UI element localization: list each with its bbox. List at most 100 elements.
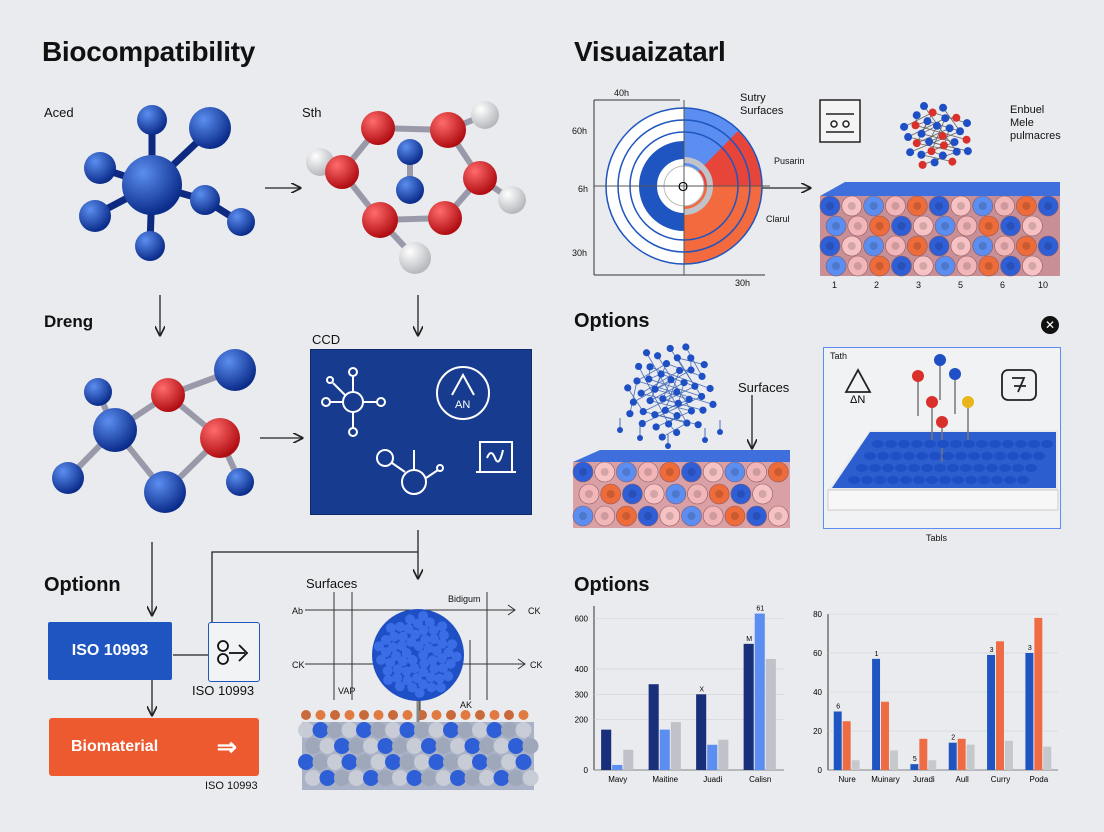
atom <box>941 114 950 123</box>
surfaces-label-ck-right: CK <box>530 660 543 670</box>
atom <box>646 363 654 371</box>
cell-dot <box>643 483 665 505</box>
bead <box>464 738 481 754</box>
bead <box>421 738 437 754</box>
link-icon-button[interactable] <box>208 622 260 682</box>
bead <box>341 722 358 738</box>
cell-dot <box>594 505 616 527</box>
sphere-bead <box>420 634 431 645</box>
surface-bump <box>955 452 967 460</box>
particle <box>431 710 442 720</box>
surface-bump <box>965 476 977 484</box>
bead <box>472 722 488 738</box>
bead <box>508 770 524 786</box>
particle <box>315 710 326 720</box>
sphere-bead <box>437 653 448 664</box>
atom <box>646 397 654 405</box>
bead <box>414 754 430 770</box>
biomaterial-button[interactable]: Biomaterial ⇒ <box>49 718 259 776</box>
surface-bump <box>950 440 962 448</box>
atom <box>700 361 708 369</box>
atom <box>673 428 681 437</box>
bond <box>916 142 957 153</box>
bead <box>522 770 539 786</box>
bead <box>486 754 503 770</box>
atom <box>637 435 643 441</box>
atom <box>675 366 684 375</box>
cell-dot <box>687 483 708 505</box>
cell-nucleus <box>774 512 783 520</box>
cell-nucleus <box>1044 242 1053 250</box>
sphere-bead <box>387 642 398 653</box>
pin-head <box>949 368 961 380</box>
bond <box>646 352 688 424</box>
atom <box>963 119 972 128</box>
cell-nucleus <box>984 222 993 230</box>
surface-bump <box>1041 440 1053 448</box>
surface-bump <box>939 476 951 484</box>
cell-nucleus <box>869 242 878 250</box>
bead <box>486 722 503 738</box>
sphere-bead <box>443 671 454 682</box>
surface-bump <box>989 440 1001 448</box>
pin-head <box>926 396 938 408</box>
surface-bump <box>1002 440 1014 448</box>
sphere-bead <box>383 675 394 686</box>
bead <box>457 722 474 738</box>
radial-top-label: 40h <box>614 88 630 98</box>
cell-dot <box>681 461 702 483</box>
surface-bump <box>968 452 980 460</box>
pin-head <box>934 354 946 366</box>
cell-nucleus <box>978 202 987 210</box>
surface-bump <box>869 464 881 472</box>
cell-dot <box>912 215 934 237</box>
bond <box>931 118 946 152</box>
cell-nucleus <box>847 242 856 250</box>
bar-label: X <box>699 686 704 693</box>
bead <box>414 722 430 738</box>
atom <box>652 423 660 431</box>
cell-nucleus <box>752 468 761 476</box>
cell-nucleus <box>1022 242 1031 250</box>
atom <box>717 429 723 435</box>
sphere-bead <box>426 682 437 693</box>
atom <box>925 137 934 146</box>
iso-10993-button[interactable]: ISO 10993 <box>48 622 172 680</box>
bar <box>948 742 957 770</box>
surface-bump <box>885 440 897 448</box>
bead <box>515 722 532 738</box>
y-tick-label: 400 <box>575 665 589 674</box>
atom <box>900 122 909 131</box>
surface-bump <box>900 476 912 484</box>
particle <box>373 710 384 720</box>
bead <box>522 738 539 754</box>
membrane-labels: Enbuel Mele pulmacres <box>1010 104 1061 143</box>
surfaces-label-ak: AK <box>460 700 473 710</box>
cell-nucleus <box>935 202 944 210</box>
sphere-bead <box>438 663 449 674</box>
close-icon[interactable]: ✕ <box>1041 316 1059 334</box>
atom <box>651 385 659 393</box>
atom <box>697 392 706 401</box>
bond <box>640 370 680 394</box>
sphere-bead <box>406 637 417 648</box>
bead <box>406 770 423 786</box>
bead <box>501 754 517 770</box>
bond <box>629 380 638 414</box>
bead <box>472 754 488 770</box>
surface-bump <box>981 452 993 460</box>
cell-nucleus <box>1022 202 1031 210</box>
bead <box>385 754 401 770</box>
bead <box>479 770 495 786</box>
particle <box>344 710 355 720</box>
atom <box>912 139 921 148</box>
surface-bump <box>976 440 988 448</box>
y-tick-label: 20 <box>813 727 822 736</box>
bond <box>909 130 961 153</box>
cell-dot <box>1016 235 1037 257</box>
